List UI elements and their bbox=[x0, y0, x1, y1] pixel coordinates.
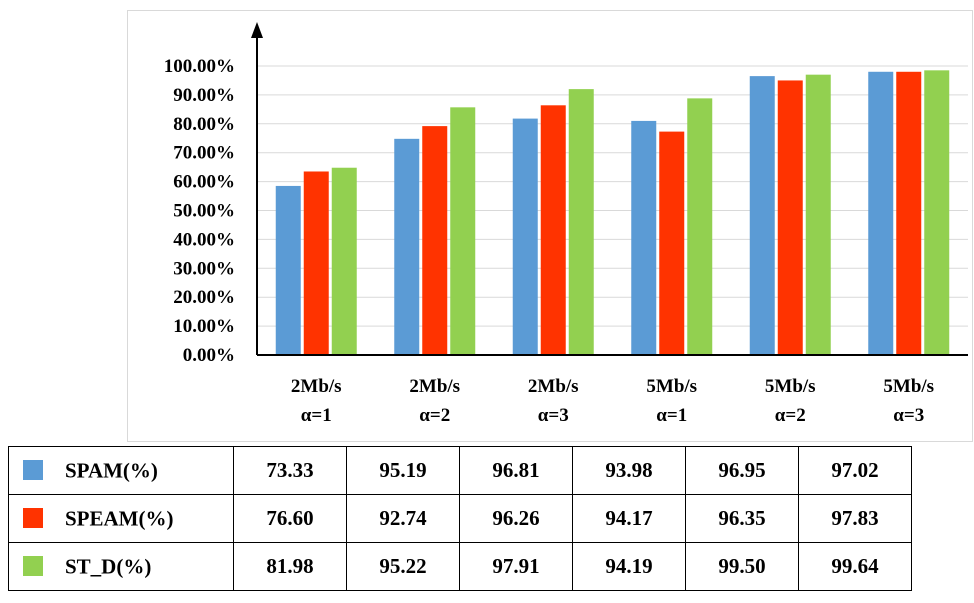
table-cell: 76.60 bbox=[233, 494, 347, 543]
table-cell: 97.83 bbox=[798, 494, 912, 543]
bar bbox=[422, 126, 448, 355]
y-tick-label: 40.00% bbox=[173, 229, 235, 250]
table-row: SPEAM(%) 76.60 92.74 96.26 94.17 96.35 97.83 bbox=[8, 494, 912, 543]
bar bbox=[659, 131, 685, 355]
y-tick-label: 0.00% bbox=[183, 345, 235, 366]
table-cell: 94.19 bbox=[572, 542, 686, 591]
bar bbox=[749, 76, 775, 356]
table-cell: 92.74 bbox=[346, 494, 460, 543]
bar bbox=[924, 70, 950, 356]
x-tick-label: α=1 bbox=[301, 405, 332, 426]
bar bbox=[568, 89, 594, 356]
y-tick-label: 20.00% bbox=[173, 287, 235, 308]
y-axis-arrow bbox=[251, 22, 263, 38]
bar bbox=[896, 71, 922, 355]
bar bbox=[394, 138, 420, 355]
bar bbox=[303, 171, 329, 355]
table-cell: 81.98 bbox=[233, 542, 347, 591]
x-tick-label: 2Mb/s bbox=[409, 376, 460, 397]
legend-swatch bbox=[23, 508, 43, 529]
x-tick-label: α=3 bbox=[893, 405, 924, 426]
table-row: ST_D(%) 81.98 95.22 97.91 94.19 99.50 99.64 bbox=[8, 542, 912, 591]
legend-swatch bbox=[23, 556, 43, 577]
table-cell: 97.02 bbox=[798, 446, 912, 495]
x-tick-label: 5Mb/s bbox=[883, 376, 934, 397]
bar bbox=[331, 167, 357, 355]
table-cell: 95.19 bbox=[346, 446, 460, 495]
table-cell: 94.17 bbox=[572, 494, 686, 543]
series-cell: SPEAM(%) bbox=[8, 494, 234, 543]
table-cell: 96.35 bbox=[685, 494, 799, 543]
table-cell: 99.64 bbox=[798, 542, 912, 591]
chart-panel bbox=[127, 10, 973, 442]
series-name: SPEAM(%) bbox=[65, 506, 174, 531]
y-tick-label: 30.00% bbox=[173, 258, 235, 279]
table-cell: 95.22 bbox=[346, 542, 460, 591]
series-name: ST_D(%) bbox=[65, 554, 152, 579]
data-table: SPAM(%) 73.33 95.19 96.81 93.98 96.95 97.02 SPE… bbox=[8, 446, 912, 591]
table-cell: 99.50 bbox=[685, 542, 799, 591]
legend-swatch bbox=[23, 460, 43, 481]
bar bbox=[512, 118, 538, 356]
table-cell: 96.81 bbox=[459, 446, 573, 495]
x-tick-label: 2Mb/s bbox=[528, 376, 579, 397]
y-tick-label: 70.00% bbox=[173, 143, 235, 164]
x-tick-label: 2Mb/s bbox=[291, 376, 342, 397]
bar bbox=[450, 107, 476, 356]
x-tick-label: 5Mb/s bbox=[765, 376, 816, 397]
bar-chart: 0.00% 10.00% 20.00% 30.00% 40.00% 50.00% 60.00… bbox=[164, 22, 968, 426]
bar bbox=[275, 185, 301, 355]
series-cell: ST_D(%) bbox=[8, 542, 234, 591]
y-tick-label: 60.00% bbox=[173, 172, 235, 193]
bar bbox=[805, 74, 831, 356]
bar bbox=[631, 120, 657, 355]
series-cell: SPAM(%) bbox=[8, 446, 234, 495]
bar bbox=[777, 80, 803, 355]
bar bbox=[868, 71, 894, 355]
table-row: SPAM(%) 73.33 95.19 96.81 93.98 96.95 97.02 bbox=[8, 446, 912, 495]
table-cell: 73.33 bbox=[233, 446, 347, 495]
y-tick-label: 80.00% bbox=[173, 114, 235, 135]
y-tick-label: 10.00% bbox=[173, 316, 235, 337]
x-tick-label: α=2 bbox=[419, 405, 450, 426]
y-tick-label: 50.00% bbox=[173, 201, 235, 222]
bar bbox=[687, 98, 713, 356]
table-cell: 97.91 bbox=[459, 542, 573, 591]
x-tick-label: 5Mb/s bbox=[646, 376, 697, 397]
x-tick-label: α=2 bbox=[775, 405, 806, 426]
y-tick-label: 90.00% bbox=[173, 85, 235, 106]
bar bbox=[540, 105, 566, 355]
table-cell: 93.98 bbox=[572, 446, 686, 495]
y-tick-label: 100.00% bbox=[164, 56, 235, 77]
table-body: SPAM(%) 73.33 95.19 96.81 93.98 96.95 97.02 SPE… bbox=[8, 446, 912, 591]
x-tick-label: α=3 bbox=[538, 405, 569, 426]
series-name: SPAM(%) bbox=[65, 458, 158, 483]
x-tick-label: α=1 bbox=[656, 405, 687, 426]
table-cell: 96.26 bbox=[459, 494, 573, 543]
table-cell: 96.95 bbox=[685, 446, 799, 495]
